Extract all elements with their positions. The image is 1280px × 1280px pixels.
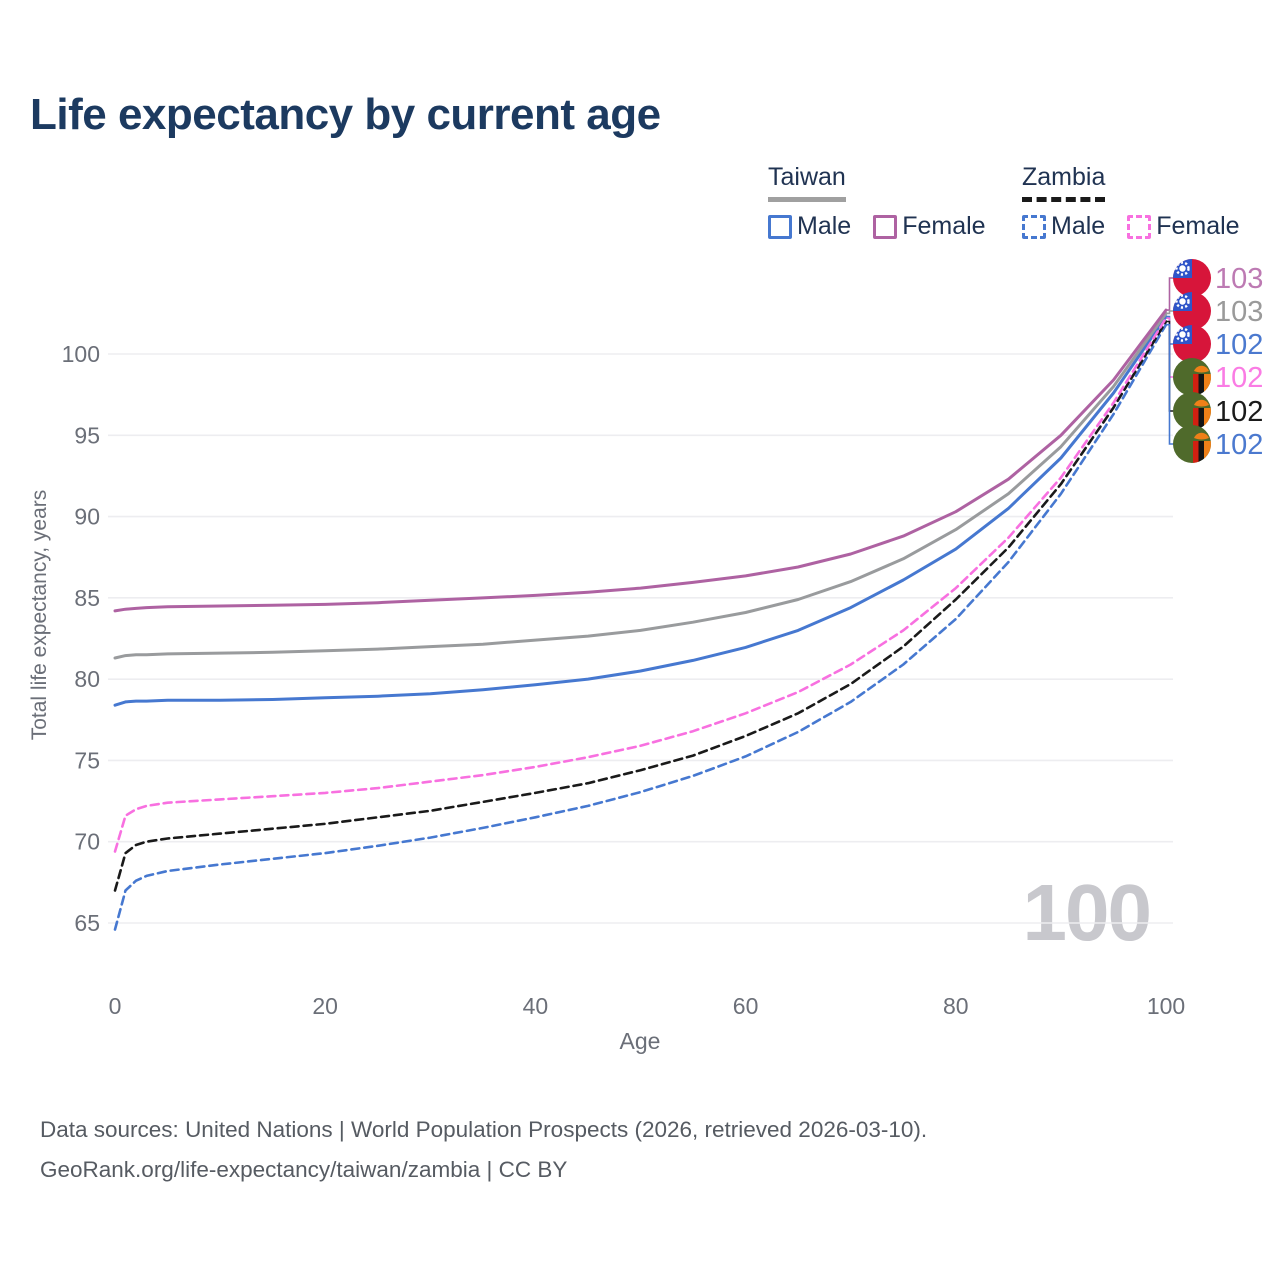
end-value-label-zambia-female: 102 <box>1215 362 1263 394</box>
x-tick-label: 60 <box>733 993 759 1019</box>
y-tick-label: 65 <box>74 910 100 936</box>
footer: Data sources: United Nations | World Pop… <box>40 1110 927 1190</box>
x-tick-label: 80 <box>943 993 969 1019</box>
x-tick-label: 20 <box>312 993 338 1019</box>
x-tick-label: 0 <box>109 993 122 1019</box>
end-value-label-zambia-total: 102 <box>1215 396 1263 428</box>
y-tick-label: 100 <box>62 341 100 367</box>
y-tick-label: 75 <box>74 747 100 773</box>
y-tick-label: 70 <box>74 829 100 855</box>
x-tick-label: 40 <box>523 993 549 1019</box>
legend-zambia-title: Zambia <box>1022 163 1106 202</box>
end-leader-line-taiwan-total <box>1166 310 1174 315</box>
zambia-flag-icon <box>1173 358 1211 396</box>
taiwan-flag-icon <box>1173 259 1211 297</box>
taiwan-flag-icon <box>1173 325 1211 363</box>
series-line-zambia-female <box>113 316 1168 853</box>
taiwan-flag-icon <box>1173 292 1211 330</box>
series-line-zambia-male <box>113 323 1168 931</box>
legend-swatch-zambia-male[interactable] <box>1022 214 1046 239</box>
legend-label-zambia-male[interactable]: Male <box>1051 212 1106 240</box>
legend-taiwan-title: Taiwan <box>768 163 846 202</box>
end-leader-line-taiwan-female <box>1166 277 1174 311</box>
age-watermark: 100 <box>1022 868 1152 957</box>
end-value-label-zambia-male: 102 <box>1215 429 1263 461</box>
series-line-taiwan-total <box>113 311 1168 660</box>
legend-label-taiwan-female[interactable]: Female <box>902 212 986 240</box>
series-line-taiwan-female <box>113 308 1168 613</box>
x-axis-title: Age <box>619 1028 661 1054</box>
end-value-label-taiwan-total: 103 <box>1215 296 1263 328</box>
footer-sources: Data sources: United Nations | World Pop… <box>40 1117 928 1142</box>
page-title: Life expectancy by current age <box>30 90 661 139</box>
footer-attribution: GeoRank.org/life-expectancy/taiwan/zambi… <box>40 1157 568 1182</box>
legend-swatch-taiwan-female[interactable] <box>873 214 898 239</box>
y-tick-label: 85 <box>74 585 100 611</box>
y-tick-label: 90 <box>74 504 100 530</box>
legend-label-zambia-female[interactable]: Female <box>1156 212 1240 240</box>
legend-label-taiwan-male[interactable]: Male <box>797 212 852 240</box>
zambia-flag-icon <box>1173 392 1211 430</box>
legend-group-taiwan: Taiwan Male Female <box>768 163 986 241</box>
series-line-taiwan-male <box>113 315 1168 707</box>
legend-swatch-zambia-female[interactable] <box>1127 214 1152 239</box>
end-value-label-taiwan-male: 102 <box>1215 329 1263 361</box>
end-value-label-taiwan-female: 103 <box>1215 263 1263 295</box>
legend-swatch-taiwan-male[interactable] <box>768 214 792 239</box>
y-tick-label: 80 <box>74 666 100 692</box>
x-tick-label: 100 <box>1147 993 1185 1019</box>
zambia-flag-icon <box>1173 425 1211 463</box>
end-leader-line-zambia-male <box>1166 323 1174 445</box>
series-line-zambia-total <box>113 320 1168 892</box>
legend-group-zambia: Zambia Male Female <box>1022 163 1240 241</box>
y-tick-label: 95 <box>74 422 100 448</box>
